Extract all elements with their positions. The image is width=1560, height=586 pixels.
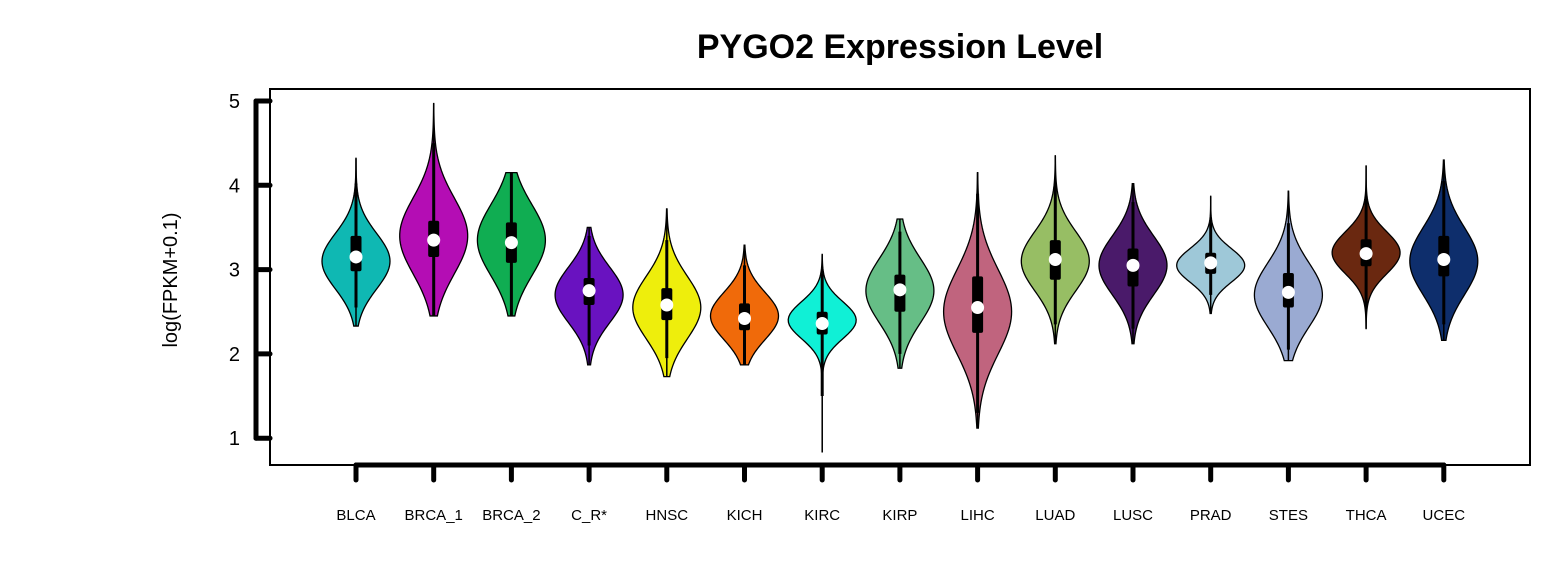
median-dot-ucec: [1437, 252, 1451, 266]
violin-kich: [709, 244, 780, 366]
violin-brca-1: [399, 102, 469, 317]
violin-kirc: [787, 253, 857, 453]
median-dot-thca: [1359, 247, 1373, 261]
median-dot-luad: [1048, 252, 1062, 266]
median-dot-lusc: [1126, 258, 1140, 272]
x-tick-label-hnsc: HNSC: [646, 507, 689, 524]
violin-blca: [321, 157, 391, 327]
violin-stes: [1253, 190, 1324, 362]
x-tick-label-c-r: C_R*: [571, 507, 607, 524]
x-tick-label-stes: STES: [1269, 507, 1308, 524]
chart-title: PYGO2 Expression Level: [697, 28, 1103, 66]
violin-layer: [321, 102, 1479, 453]
x-tick-label-brca-2: BRCA_2: [482, 507, 540, 524]
violin-brca-2: [476, 172, 547, 317]
median-dot-lihc: [971, 301, 985, 315]
x-tick-label-brca-1: BRCA_1: [405, 507, 463, 524]
violin-luad: [1020, 155, 1090, 345]
violin-c-r: [554, 226, 624, 366]
violin-kirp: [865, 218, 935, 369]
y-tick-label-2: 2: [229, 344, 240, 366]
x-tick-label-blca: BLCA: [336, 507, 375, 524]
median-dot-blca: [349, 250, 363, 264]
x-tick-label-lusc: LUSC: [1113, 507, 1153, 524]
violin-ucec: [1409, 159, 1479, 342]
median-dot-brca-1: [427, 233, 441, 247]
y-axis-label: log(FPKM+0.1): [160, 212, 182, 347]
median-dot-c-r: [582, 284, 596, 298]
y-tick-label-5: 5: [229, 91, 240, 113]
x-tick-label-luad: LUAD: [1035, 507, 1075, 524]
x-tick-label-lihc: LIHC: [961, 507, 995, 524]
violin-lihc: [942, 172, 1013, 429]
y-axis: 1 2 3 4 5: [229, 91, 273, 450]
median-dot-stes: [1281, 285, 1295, 299]
median-dot-kich: [738, 311, 751, 325]
y-tick-label-4: 4: [229, 175, 240, 197]
y-tick-label-1: 1: [229, 428, 240, 450]
violin-hnsc: [632, 208, 702, 378]
violin-thca: [1331, 165, 1401, 330]
x-axis: BLCA BRCA_1 BRCA_2 C_R* HNSC KICH KIRC KIRP LIHC…: [336, 462, 1466, 524]
median-dot-kirc: [815, 317, 829, 331]
x-tick-label-ucec: UCEC: [1423, 507, 1466, 524]
x-tick-label-thca: THCA: [1346, 507, 1387, 524]
violin-lusc: [1098, 182, 1168, 345]
median-dot-brca-2: [504, 236, 518, 250]
x-tick-label-kich: KICH: [727, 507, 763, 524]
violin-prad: [1176, 195, 1246, 315]
x-tick-label-kirc: KIRC: [804, 507, 840, 524]
median-dot-kirp: [893, 283, 907, 297]
x-tick-label-kirp: KIRP: [882, 507, 917, 524]
y-tick-label-3: 3: [229, 260, 240, 282]
x-tick-label-prad: PRAD: [1190, 507, 1232, 524]
median-dot-hnsc: [660, 298, 674, 312]
median-dot-prad: [1204, 256, 1218, 270]
